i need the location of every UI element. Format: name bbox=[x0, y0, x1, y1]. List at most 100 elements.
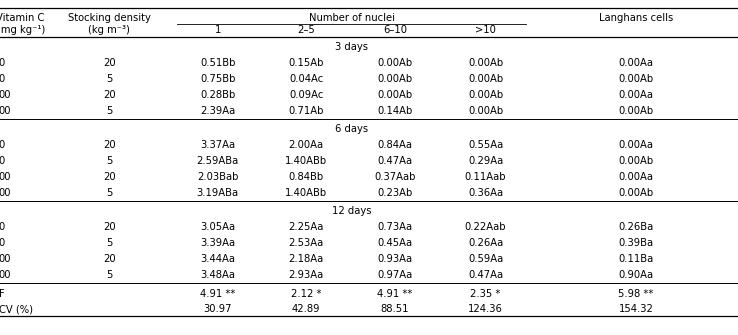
Text: 0.84Bb: 0.84Bb bbox=[289, 173, 324, 182]
Text: 0: 0 bbox=[0, 222, 4, 232]
Text: 2–5: 2–5 bbox=[297, 25, 315, 35]
Text: 00: 00 bbox=[0, 270, 11, 280]
Text: 20: 20 bbox=[103, 222, 116, 232]
Text: 0.00Ab: 0.00Ab bbox=[377, 58, 413, 68]
Text: 0.00Ab: 0.00Ab bbox=[377, 90, 413, 100]
Text: 0.00Ab: 0.00Ab bbox=[618, 107, 654, 117]
Text: >10: >10 bbox=[475, 25, 496, 35]
Text: 0.09Ac: 0.09Ac bbox=[289, 90, 323, 100]
Text: 0.47Aa: 0.47Aa bbox=[468, 270, 503, 280]
Text: 0.00Ab: 0.00Ab bbox=[468, 58, 503, 68]
Text: 0.00Ab: 0.00Ab bbox=[468, 107, 503, 117]
Text: 0.23Ab: 0.23Ab bbox=[377, 189, 413, 198]
Text: 3.37Aa: 3.37Aa bbox=[200, 140, 235, 150]
Text: 1.40ABb: 1.40ABb bbox=[285, 189, 328, 198]
Text: 0.47Aa: 0.47Aa bbox=[377, 156, 413, 166]
Text: 2.03Bab: 2.03Bab bbox=[197, 173, 238, 182]
Text: 0.51Bb: 0.51Bb bbox=[200, 58, 235, 68]
Text: 0.15Ab: 0.15Ab bbox=[289, 58, 324, 68]
Text: 42.89: 42.89 bbox=[292, 304, 320, 314]
Text: 0.71Ab: 0.71Ab bbox=[289, 107, 324, 117]
Text: 0.59Aa: 0.59Aa bbox=[468, 254, 503, 264]
Text: 3 days: 3 days bbox=[335, 42, 368, 52]
Text: 20: 20 bbox=[103, 173, 116, 182]
Text: 1.40ABb: 1.40ABb bbox=[285, 156, 328, 166]
Text: 0: 0 bbox=[0, 156, 4, 166]
Text: 0: 0 bbox=[0, 140, 4, 150]
Text: 2.35 *: 2.35 * bbox=[470, 289, 501, 299]
Text: 0.97Aa: 0.97Aa bbox=[377, 270, 413, 280]
Text: 12 days: 12 days bbox=[332, 206, 371, 216]
Text: CV (%): CV (%) bbox=[0, 304, 32, 314]
Text: 30.97: 30.97 bbox=[204, 304, 232, 314]
Text: 2.59ABa: 2.59ABa bbox=[196, 156, 239, 166]
Text: 0.11Ba: 0.11Ba bbox=[618, 254, 654, 264]
Text: 20: 20 bbox=[103, 58, 116, 68]
Text: (mg kg⁻¹): (mg kg⁻¹) bbox=[0, 25, 45, 35]
Text: 5.98 **: 5.98 ** bbox=[618, 289, 654, 299]
Text: 0.26Aa: 0.26Aa bbox=[468, 238, 503, 248]
Text: 2.25Aa: 2.25Aa bbox=[289, 222, 324, 232]
Text: 0.00Aa: 0.00Aa bbox=[618, 173, 654, 182]
Text: 0.04Ac: 0.04Ac bbox=[289, 74, 323, 84]
Text: 3.05Aa: 3.05Aa bbox=[200, 222, 235, 232]
Text: 0.00Aa: 0.00Aa bbox=[618, 140, 654, 150]
Text: F: F bbox=[0, 289, 4, 299]
Text: 20: 20 bbox=[103, 90, 116, 100]
Text: 4.91 **: 4.91 ** bbox=[377, 289, 413, 299]
Text: 0.00Ab: 0.00Ab bbox=[377, 74, 413, 84]
Text: 2.53Aa: 2.53Aa bbox=[289, 238, 324, 248]
Text: 5: 5 bbox=[106, 156, 112, 166]
Text: 0.26Ba: 0.26Ba bbox=[618, 222, 654, 232]
Text: 2.12 *: 2.12 * bbox=[291, 289, 322, 299]
Text: 1: 1 bbox=[215, 25, 221, 35]
Text: 20: 20 bbox=[103, 254, 116, 264]
Text: 00: 00 bbox=[0, 107, 11, 117]
Text: 2.39Aa: 2.39Aa bbox=[200, 107, 235, 117]
Text: 5: 5 bbox=[106, 74, 112, 84]
Text: 0.28Bb: 0.28Bb bbox=[200, 90, 235, 100]
Text: 6–10: 6–10 bbox=[383, 25, 407, 35]
Text: 00: 00 bbox=[0, 254, 11, 264]
Text: 00: 00 bbox=[0, 189, 11, 198]
Text: 154.32: 154.32 bbox=[618, 304, 654, 314]
Text: 0.73Aa: 0.73Aa bbox=[377, 222, 413, 232]
Text: Langhans cells: Langhans cells bbox=[599, 13, 673, 23]
Text: 0.93Aa: 0.93Aa bbox=[377, 254, 413, 264]
Text: 0.00Aa: 0.00Aa bbox=[618, 58, 654, 68]
Text: Stocking density: Stocking density bbox=[68, 13, 151, 23]
Text: 124.36: 124.36 bbox=[468, 304, 503, 314]
Text: 0: 0 bbox=[0, 58, 4, 68]
Text: 0: 0 bbox=[0, 74, 4, 84]
Text: 2.00Aa: 2.00Aa bbox=[289, 140, 324, 150]
Text: 0.39Ba: 0.39Ba bbox=[618, 238, 654, 248]
Text: 0.14Ab: 0.14Ab bbox=[377, 107, 413, 117]
Text: 00: 00 bbox=[0, 173, 11, 182]
Text: 20: 20 bbox=[103, 140, 116, 150]
Text: 3.39Aa: 3.39Aa bbox=[200, 238, 235, 248]
Text: 6 days: 6 days bbox=[335, 124, 368, 134]
Text: 2.18Aa: 2.18Aa bbox=[289, 254, 324, 264]
Text: 0.11Aab: 0.11Aab bbox=[465, 173, 506, 182]
Text: 0.84Aa: 0.84Aa bbox=[377, 140, 413, 150]
Text: 0.90Aa: 0.90Aa bbox=[618, 270, 654, 280]
Text: 4.91 **: 4.91 ** bbox=[200, 289, 235, 299]
Text: 0.37Aab: 0.37Aab bbox=[374, 173, 415, 182]
Text: Vitamin C: Vitamin C bbox=[0, 13, 45, 23]
Text: 5: 5 bbox=[106, 107, 112, 117]
Text: 0.00Ab: 0.00Ab bbox=[618, 156, 654, 166]
Text: 0.00Aa: 0.00Aa bbox=[618, 90, 654, 100]
Text: 0.00Ab: 0.00Ab bbox=[468, 74, 503, 84]
Text: 0.36Aa: 0.36Aa bbox=[468, 189, 503, 198]
Text: 0.29Aa: 0.29Aa bbox=[468, 156, 503, 166]
Text: 0.45Aa: 0.45Aa bbox=[377, 238, 413, 248]
Text: 88.51: 88.51 bbox=[381, 304, 409, 314]
Text: 0.00Ab: 0.00Ab bbox=[618, 189, 654, 198]
Text: 2.93Aa: 2.93Aa bbox=[289, 270, 324, 280]
Text: 0.22Aab: 0.22Aab bbox=[465, 222, 506, 232]
Text: 3.19ABa: 3.19ABa bbox=[196, 189, 239, 198]
Text: 5: 5 bbox=[106, 270, 112, 280]
Text: (kg m⁻³): (kg m⁻³) bbox=[89, 25, 130, 35]
Text: Number of nuclei: Number of nuclei bbox=[308, 13, 395, 23]
Text: 0.00Ab: 0.00Ab bbox=[468, 90, 503, 100]
